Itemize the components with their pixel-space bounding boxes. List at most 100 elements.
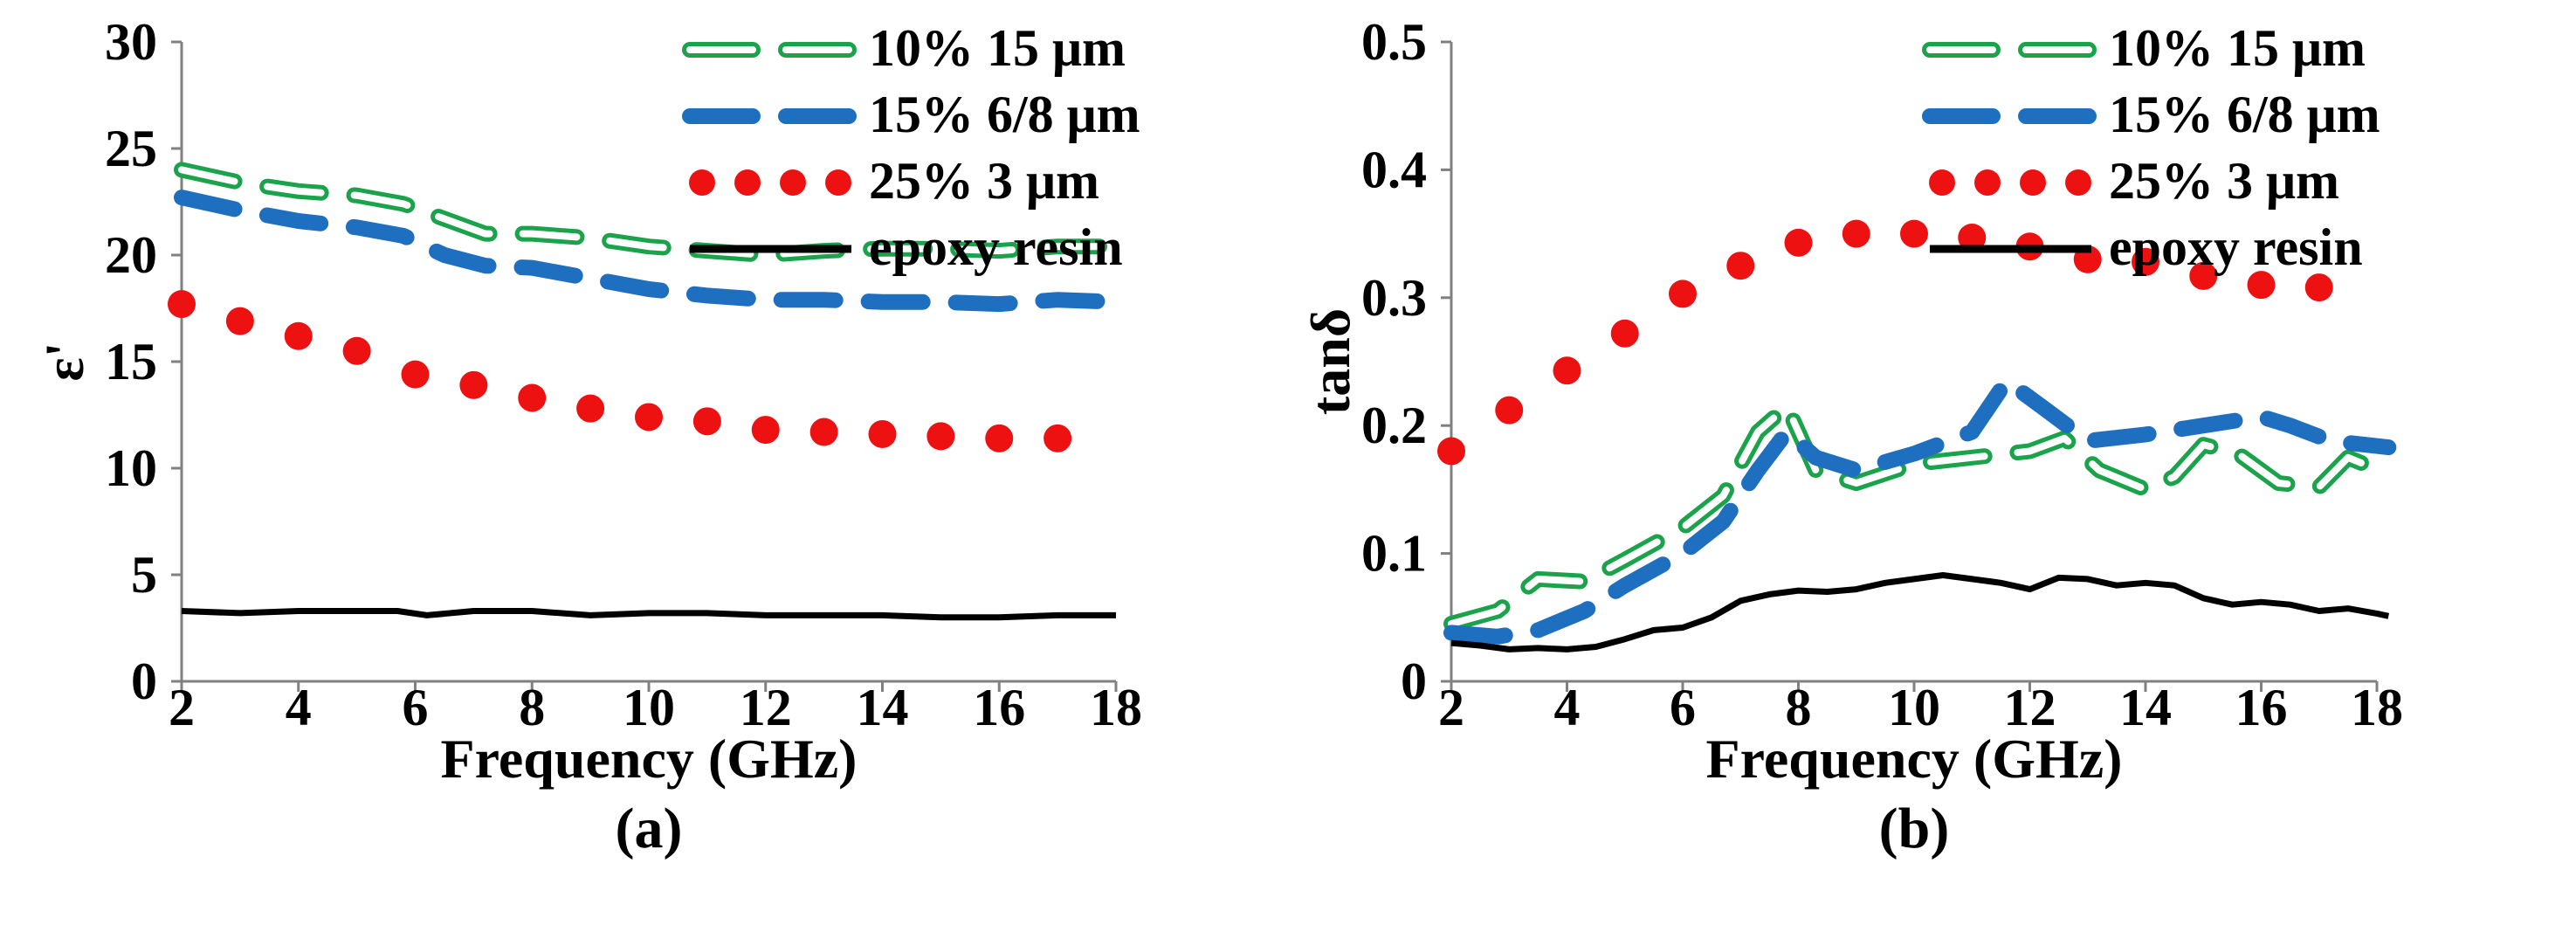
data-point xyxy=(401,360,430,389)
x-tick-label: 12 xyxy=(2004,679,2056,736)
data-point xyxy=(518,383,547,412)
series-dashed xyxy=(1443,373,2397,645)
data-point xyxy=(459,370,488,399)
series-line xyxy=(1450,572,2390,653)
x-tick-label: 12 xyxy=(740,679,792,736)
series-dashed xyxy=(174,190,1124,313)
y-tick-label: 25 xyxy=(105,120,157,177)
legend-entry: epoxy resin xyxy=(690,218,1123,276)
x-tick-label: 4 xyxy=(1554,679,1581,736)
legend-label: epoxy resin xyxy=(869,218,1123,276)
x-tick-label: 2 xyxy=(1438,679,1464,736)
legend-entry: 10% 15 μm xyxy=(1922,19,2366,77)
legend-label: 25% 3 μm xyxy=(2109,152,2339,210)
legend-marker xyxy=(2020,169,2046,196)
legend-label: 15% 6/8 μm xyxy=(869,86,1140,143)
data-point xyxy=(1726,252,1755,280)
legend-entry: 25% 3 μm xyxy=(689,152,1099,210)
y-axis-label: ε' xyxy=(33,342,95,381)
data-point xyxy=(2189,261,2218,290)
x-tick-label: 18 xyxy=(1090,679,1142,736)
legend-label: epoxy resin xyxy=(2109,218,2363,276)
data-point xyxy=(1958,223,1987,252)
legend-marker xyxy=(825,169,851,196)
data-point xyxy=(284,321,313,350)
y-axis-label: tanδ xyxy=(1299,308,1361,415)
series-line xyxy=(174,190,1124,313)
legend-marker xyxy=(780,169,806,196)
data-point xyxy=(926,422,955,451)
y-tick-label: 0 xyxy=(1401,653,1427,710)
legend-marker xyxy=(2065,169,2091,196)
y-tick-label: 20 xyxy=(105,226,157,284)
series-dotted xyxy=(1437,219,2333,466)
x-tick-label: 8 xyxy=(519,679,545,736)
data-point xyxy=(1495,396,1524,425)
series-solid xyxy=(1450,572,2390,653)
data-point xyxy=(1437,437,1465,466)
legend-marker xyxy=(1974,169,2001,196)
data-point xyxy=(1842,219,1870,248)
y-tick-label: 0.1 xyxy=(1361,525,1427,583)
legend-label: 25% 3 μm xyxy=(869,152,1099,210)
y-tick-label: 0 xyxy=(131,653,157,710)
x-tick-label: 18 xyxy=(2351,679,2403,736)
legend-label: 10% 15 μm xyxy=(869,19,1126,77)
legend-entry: 15% 6/8 μm xyxy=(682,86,1140,143)
legend-marker xyxy=(1929,169,1955,196)
series-line xyxy=(1443,398,2397,632)
x-tick-label: 6 xyxy=(1670,679,1696,736)
series-dashed-hollow xyxy=(174,162,1124,263)
x-tick-label: 6 xyxy=(403,679,429,736)
x-tick-label: 10 xyxy=(1888,679,1940,736)
legend-entry: 15% 6/8 μm xyxy=(1922,86,2380,143)
legend-marker xyxy=(734,169,761,196)
x-tick-label: 14 xyxy=(857,679,909,736)
data-point xyxy=(1669,280,1697,308)
panel-label: (b) xyxy=(1879,797,1950,860)
data-point xyxy=(751,416,780,445)
series-dotted xyxy=(168,290,1072,452)
data-point xyxy=(809,418,838,446)
series-solid xyxy=(181,608,1116,621)
chart-panel-a: 0 5 10 15 20 25 30 2 4 6 8 10 12 14 16 18 Frequency (GHz… xyxy=(33,13,1142,860)
data-point xyxy=(2304,273,2333,302)
data-point xyxy=(225,307,254,335)
x-axis-label: Frequency (GHz) xyxy=(1706,728,2123,790)
legend-label: 15% 6/8 μm xyxy=(2109,86,2380,143)
y-tick-label: 30 xyxy=(105,13,157,71)
x-tick-label: 16 xyxy=(973,679,1025,736)
legend-entry: epoxy resin xyxy=(1930,218,2363,276)
chart-panel-b: 0 0.1 0.2 0.3 0.4 0.5 2 4 6 8 10 12 14 16 18 Frequency … xyxy=(1299,13,2403,860)
y-tick-label: 10 xyxy=(105,439,157,497)
data-point xyxy=(2132,247,2159,276)
data-point xyxy=(576,394,605,423)
y-tick-label: 15 xyxy=(105,333,157,390)
y-tick-label: 0.5 xyxy=(1361,13,1427,71)
data-point xyxy=(1900,219,1928,248)
x-tick-label: 14 xyxy=(2119,679,2172,736)
series-line xyxy=(1443,373,2397,645)
data-point xyxy=(1043,424,1072,452)
data-point xyxy=(692,407,721,436)
series-line xyxy=(181,608,1116,621)
y-tick-label: 0.2 xyxy=(1361,397,1427,454)
legend-label: 10% 15 μm xyxy=(2109,19,2366,77)
data-point xyxy=(635,403,663,432)
x-tick-label: 16 xyxy=(2235,679,2288,736)
data-point xyxy=(985,424,1014,452)
data-point xyxy=(1784,228,1813,257)
legend-entry: 25% 3 μm xyxy=(1929,152,2339,210)
data-point xyxy=(2247,271,2276,300)
series-line-inner xyxy=(178,166,1119,259)
series-dashed-hollow xyxy=(1443,398,2397,632)
x-axis-label: Frequency (GHz) xyxy=(441,728,858,790)
data-point xyxy=(1553,356,1581,385)
x-tick-label: 4 xyxy=(286,679,312,736)
x-tick-label: 10 xyxy=(623,679,675,736)
series-line-inner xyxy=(1448,403,2393,628)
y-tick-label: 5 xyxy=(131,546,157,604)
data-point xyxy=(168,290,196,319)
data-point xyxy=(1610,319,1639,348)
